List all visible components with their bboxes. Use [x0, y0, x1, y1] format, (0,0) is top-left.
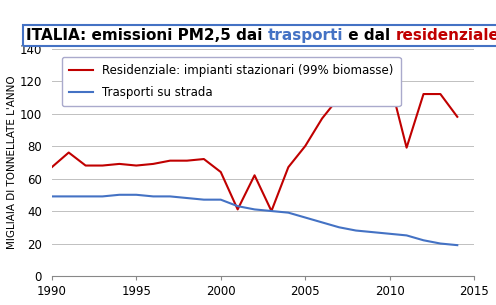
Legend: Residenziale: impianti stazionari (99% biomasse), Trasporti su strada: Residenziale: impianti stazionari (99% b…	[62, 57, 401, 106]
Text: e dal: e dal	[343, 27, 396, 42]
Text: trasporti: trasporti	[268, 27, 343, 42]
Text: residenziale: residenziale	[396, 27, 496, 42]
Y-axis label: MIGLIAIA DI TONNELLATE L'ANNO: MIGLIAIA DI TONNELLATE L'ANNO	[7, 75, 17, 249]
Text: ITALIA: emissioni PM2,5 dai: ITALIA: emissioni PM2,5 dai	[26, 27, 268, 42]
